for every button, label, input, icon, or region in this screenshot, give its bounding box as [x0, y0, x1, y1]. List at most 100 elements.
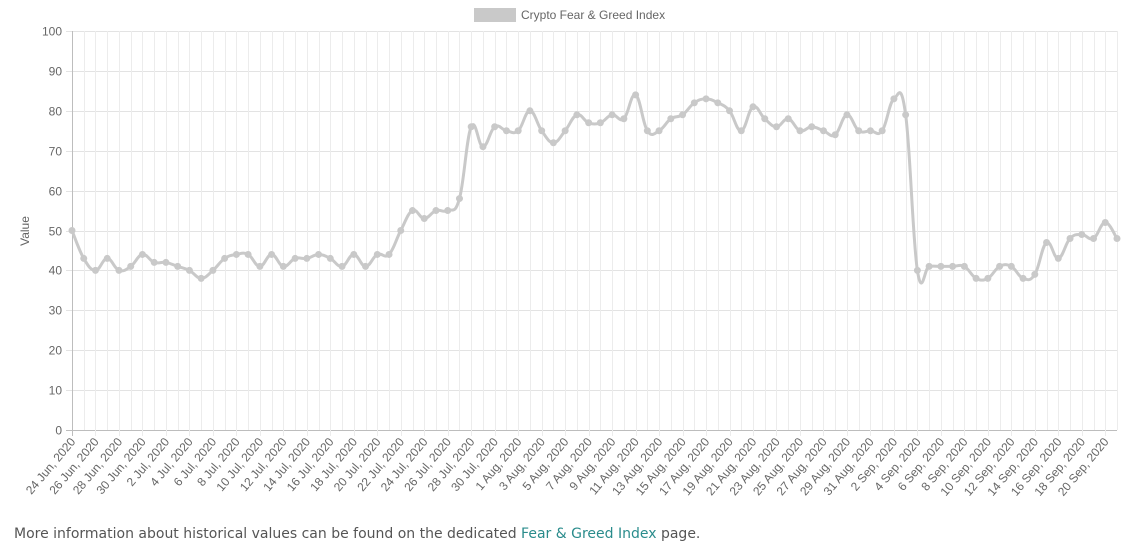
data-point[interactable] — [291, 254, 299, 262]
data-point[interactable] — [397, 227, 405, 234]
data-point[interactable] — [726, 107, 734, 115]
data-point[interactable] — [1090, 234, 1098, 242]
data-point[interactable] — [326, 254, 334, 262]
data-point[interactable] — [127, 262, 135, 270]
data-point[interactable] — [573, 111, 581, 119]
data-point[interactable] — [1113, 234, 1121, 242]
footer-text-before: More information about historical values… — [14, 526, 522, 542]
data-point[interactable] — [585, 119, 593, 127]
data-point[interactable] — [937, 262, 945, 270]
data-point[interactable] — [878, 127, 886, 135]
data-point[interactable] — [1031, 270, 1039, 278]
data-point[interactable] — [538, 127, 546, 135]
data-point[interactable] — [890, 95, 898, 103]
data-point[interactable] — [561, 127, 569, 135]
data-point[interactable] — [338, 262, 346, 270]
data-point[interactable] — [150, 258, 158, 266]
legend-label[interactable]: Crypto Fear & Greed Index — [521, 8, 665, 22]
data-point[interactable] — [1066, 234, 1074, 242]
data-point[interactable] — [984, 274, 992, 282]
data-point[interactable] — [209, 266, 217, 274]
data-point[interactable] — [362, 262, 370, 270]
data-point[interactable] — [174, 262, 182, 270]
data-point[interactable] — [808, 123, 816, 131]
data-point[interactable] — [1007, 262, 1015, 270]
data-point[interactable] — [197, 274, 205, 282]
data-point[interactable] — [925, 262, 933, 270]
data-point[interactable] — [432, 207, 440, 215]
data-point[interactable] — [409, 207, 417, 215]
data-point[interactable] — [855, 127, 863, 135]
y-tick-label: 90 — [49, 65, 63, 79]
data-point[interactable] — [737, 127, 745, 135]
data-point[interactable] — [960, 262, 968, 270]
data-point[interactable] — [1043, 238, 1051, 246]
data-point[interactable] — [455, 195, 463, 203]
data-point[interactable] — [761, 115, 769, 123]
data-point[interactable] — [162, 258, 170, 266]
data-point[interactable] — [420, 215, 428, 223]
data-point[interactable] — [256, 262, 264, 270]
data-point[interactable] — [679, 111, 687, 119]
data-point[interactable] — [972, 274, 980, 282]
legend[interactable]: Crypto Fear & Greed Index — [474, 8, 665, 22]
data-point[interactable] — [1054, 254, 1062, 262]
data-point[interactable] — [996, 262, 1004, 270]
data-point[interactable] — [796, 127, 804, 135]
y-tick-label: 40 — [49, 264, 63, 278]
data-point[interactable] — [232, 250, 240, 258]
data-point[interactable] — [596, 119, 604, 127]
data-point[interactable] — [103, 254, 111, 262]
data-point[interactable] — [80, 254, 88, 262]
data-point[interactable] — [831, 131, 839, 139]
data-point[interactable] — [866, 127, 874, 135]
data-point[interactable] — [502, 127, 510, 135]
data-point[interactable] — [279, 262, 287, 270]
data-point[interactable] — [491, 123, 499, 131]
data-point[interactable] — [1019, 274, 1027, 282]
data-point[interactable] — [479, 143, 487, 151]
data-point[interactable] — [221, 254, 229, 262]
data-point[interactable] — [714, 99, 722, 107]
data-point[interactable] — [467, 123, 475, 131]
data-point[interactable] — [843, 111, 851, 119]
data-point[interactable] — [913, 266, 921, 274]
data-point[interactable] — [68, 227, 76, 234]
data-point[interactable] — [655, 127, 663, 135]
data-point[interactable] — [268, 250, 276, 258]
data-point[interactable] — [549, 139, 557, 147]
data-point[interactable] — [185, 266, 193, 274]
data-point[interactable] — [749, 103, 757, 111]
data-point[interactable] — [373, 250, 381, 258]
data-point[interactable] — [949, 262, 957, 270]
data-point[interactable] — [526, 107, 534, 115]
y-tick-label: 60 — [49, 185, 63, 199]
data-point[interactable] — [690, 99, 698, 107]
data-point[interactable] — [632, 91, 640, 99]
fear-greed-index-link[interactable]: Fear & Greed Index — [521, 526, 657, 542]
data-point[interactable] — [244, 250, 252, 258]
data-point[interactable] — [315, 250, 323, 258]
data-point[interactable] — [819, 127, 827, 135]
data-point[interactable] — [514, 127, 522, 135]
data-point[interactable] — [772, 123, 780, 131]
data-point[interactable] — [138, 250, 146, 258]
data-point[interactable] — [91, 266, 99, 274]
data-point[interactable] — [1078, 230, 1086, 238]
data-point[interactable] — [620, 115, 628, 123]
data-point[interactable] — [702, 95, 710, 103]
data-point[interactable] — [444, 207, 452, 215]
chart-container: Crypto Fear & Greed Index 0 10 20 30 40 50 60 7… — [18, 8, 1121, 499]
footer-note: More information about historical values… — [14, 526, 700, 542]
data-point[interactable] — [667, 115, 675, 123]
data-point[interactable] — [902, 111, 910, 119]
data-point[interactable] — [385, 250, 393, 258]
data-point[interactable] — [350, 250, 358, 258]
data-point[interactable] — [784, 115, 792, 123]
data-point[interactable] — [1101, 219, 1109, 227]
data-point[interactable] — [608, 111, 616, 119]
data-point[interactable] — [303, 254, 311, 262]
data-point[interactable] — [115, 266, 123, 274]
legend-swatch[interactable] — [474, 8, 516, 22]
data-point[interactable] — [643, 127, 651, 135]
